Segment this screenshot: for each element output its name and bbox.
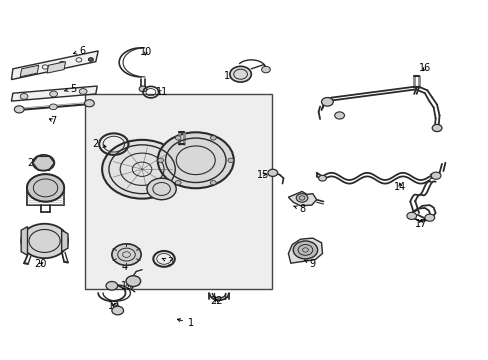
Polygon shape bbox=[11, 86, 97, 101]
Text: 14: 14 bbox=[394, 182, 406, 192]
Polygon shape bbox=[20, 65, 39, 77]
Circle shape bbox=[293, 241, 317, 259]
Circle shape bbox=[21, 224, 68, 258]
Circle shape bbox=[33, 155, 54, 171]
Circle shape bbox=[430, 172, 440, 179]
Text: 8: 8 bbox=[293, 204, 305, 215]
Circle shape bbox=[431, 125, 441, 132]
Polygon shape bbox=[288, 238, 322, 263]
Circle shape bbox=[147, 178, 176, 200]
Text: 4: 4 bbox=[122, 262, 128, 272]
Text: 9: 9 bbox=[304, 259, 315, 269]
Circle shape bbox=[27, 174, 64, 202]
Text: 7: 7 bbox=[49, 116, 57, 126]
Text: 2: 2 bbox=[92, 139, 106, 149]
Polygon shape bbox=[288, 192, 316, 206]
Circle shape bbox=[158, 158, 163, 162]
Circle shape bbox=[210, 136, 216, 140]
Circle shape bbox=[79, 89, 87, 94]
Circle shape bbox=[102, 140, 182, 199]
Circle shape bbox=[20, 94, 28, 99]
Text: 3: 3 bbox=[162, 257, 173, 267]
Text: 13: 13 bbox=[121, 281, 133, 291]
Circle shape bbox=[406, 212, 416, 220]
Circle shape bbox=[50, 91, 58, 97]
Circle shape bbox=[267, 169, 277, 176]
Circle shape bbox=[175, 180, 181, 185]
Circle shape bbox=[334, 112, 344, 119]
Text: 20: 20 bbox=[35, 259, 47, 269]
Polygon shape bbox=[61, 230, 68, 252]
Text: 19: 19 bbox=[29, 184, 41, 194]
Circle shape bbox=[318, 175, 326, 181]
Circle shape bbox=[321, 98, 332, 106]
Text: 5: 5 bbox=[64, 84, 76, 94]
Circle shape bbox=[112, 244, 141, 265]
Text: 16: 16 bbox=[418, 63, 430, 73]
Circle shape bbox=[175, 136, 181, 140]
Text: 18: 18 bbox=[224, 71, 236, 81]
Circle shape bbox=[49, 104, 57, 110]
Text: 1: 1 bbox=[177, 319, 194, 328]
Polygon shape bbox=[11, 51, 98, 80]
Circle shape bbox=[126, 276, 141, 287]
Circle shape bbox=[210, 180, 216, 185]
Circle shape bbox=[261, 66, 270, 73]
Circle shape bbox=[112, 306, 123, 315]
Circle shape bbox=[88, 58, 93, 61]
Circle shape bbox=[27, 174, 64, 202]
Circle shape bbox=[424, 214, 434, 221]
Polygon shape bbox=[47, 62, 65, 73]
Circle shape bbox=[84, 100, 94, 107]
Text: 15: 15 bbox=[256, 170, 269, 180]
Text: 22: 22 bbox=[209, 296, 222, 306]
Circle shape bbox=[139, 86, 147, 92]
Circle shape bbox=[296, 194, 307, 202]
Text: 6: 6 bbox=[73, 46, 85, 56]
Circle shape bbox=[227, 158, 233, 162]
Text: 17: 17 bbox=[414, 219, 427, 229]
Polygon shape bbox=[21, 226, 27, 255]
Circle shape bbox=[14, 106, 24, 113]
Text: 12: 12 bbox=[107, 301, 120, 311]
Circle shape bbox=[158, 132, 233, 188]
FancyBboxPatch shape bbox=[84, 94, 272, 289]
Circle shape bbox=[106, 282, 118, 290]
Circle shape bbox=[229, 66, 251, 82]
Text: 21: 21 bbox=[28, 158, 40, 168]
Text: 11: 11 bbox=[155, 87, 167, 97]
Text: 10: 10 bbox=[140, 46, 152, 57]
